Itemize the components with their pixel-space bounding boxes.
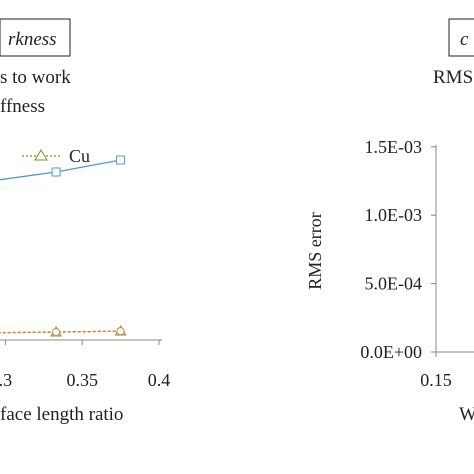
right-y-axis-label: RMS error [305,212,325,290]
right-x-axis-label: W [459,404,474,425]
right-y-tick-label: 5.0E-04 [365,274,423,294]
left-x-ticks: .3 0.35 0.4 [0,340,170,390]
right-subtitle: RMS [433,67,473,88]
left-x-axis-label: face length ratio [0,404,123,425]
right-x-tick-label: 0.15 [420,370,452,390]
left-subtitle-line-2: ffness [0,96,45,117]
left-series-line [0,330,121,334]
left-x-tick-label: .3 [0,370,12,390]
left-legend: Cu [22,146,90,166]
right-y-tick-label: 1.0E-03 [365,205,423,225]
left-subtitle-line-1: s to work [0,67,71,88]
left-x-tick-label: 0.4 [148,370,171,390]
right-title-box [448,18,474,57]
left-x-tick-label: 0.35 [66,370,98,390]
right-y-tick-label: 0.0E+00 [360,342,422,362]
right-y-ticks: 0.0E+00 5.0E-04 1.0E-03 1.5E-03 [360,137,436,362]
right-x-ticks: 0.15 [420,352,452,390]
right-y-tick-label: 1.5E-03 [365,137,423,157]
right-title: c [460,29,469,50]
left-title-box [0,18,71,57]
left-series-group [0,155,127,337]
left-data-point [51,167,61,177]
left-data-point [116,327,125,336]
legend-cu-label: Cu [69,146,90,166]
left-data-point [51,328,61,337]
left-title: rkness [8,29,57,50]
legend-cu-marker [34,149,48,161]
left-data-point [116,155,126,165]
